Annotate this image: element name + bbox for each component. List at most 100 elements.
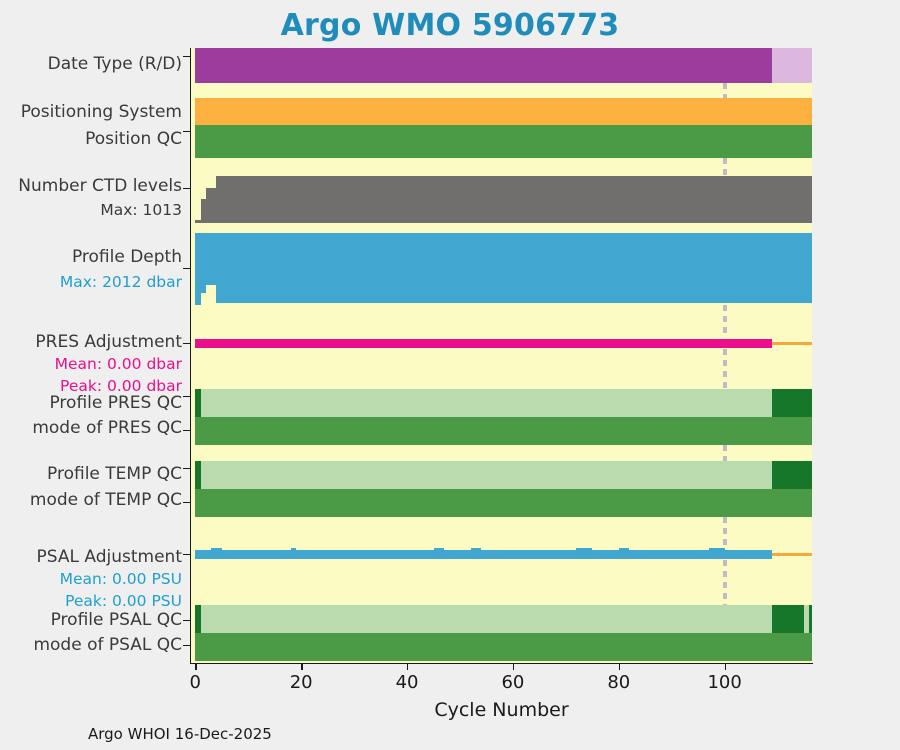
segment-a bbox=[809, 605, 812, 633]
adjustment-line bbox=[195, 549, 773, 559]
segment-1 bbox=[195, 633, 812, 661]
y-tick bbox=[183, 268, 190, 270]
track-psal-adjustment bbox=[190, 547, 812, 560]
row-label-psal-adjustment-sub1: Mean: 0.00 PSU bbox=[59, 570, 182, 588]
y-tick bbox=[183, 468, 190, 470]
bar-step bbox=[200, 199, 206, 223]
x-tick bbox=[512, 663, 515, 670]
y-tick bbox=[183, 645, 190, 647]
segment-a bbox=[195, 461, 201, 489]
y-tick bbox=[183, 502, 190, 504]
adjustment-jitter bbox=[708, 547, 725, 551]
bar-step bbox=[205, 233, 217, 285]
reference-line-cycle-100 bbox=[722, 349, 727, 389]
segment-d bbox=[772, 48, 812, 83]
track-mode-of-temp-qc bbox=[190, 489, 812, 517]
row-label-date-type: Date Type (R/D) bbox=[47, 54, 182, 74]
x-axis-line bbox=[190, 663, 813, 665]
segment-a bbox=[772, 605, 805, 633]
adjustment-line-zero bbox=[772, 552, 812, 556]
row-label-positioning-system: Positioning System bbox=[20, 102, 182, 122]
bar-step bbox=[216, 176, 812, 223]
adjustment-jitter bbox=[576, 547, 593, 551]
adjustment-jitter bbox=[470, 547, 482, 551]
reference-line-cycle-100 bbox=[722, 158, 727, 175]
track-number-ctd-levels bbox=[190, 175, 812, 223]
x-axis-label: Cycle Number bbox=[434, 699, 569, 721]
bar-step bbox=[205, 188, 217, 223]
reference-line-cycle-100 bbox=[722, 83, 727, 98]
reference-line-cycle-100 bbox=[722, 305, 727, 337]
x-tick bbox=[195, 663, 197, 670]
x-tick bbox=[407, 663, 409, 670]
y-tick bbox=[183, 343, 190, 345]
y-tick bbox=[183, 131, 190, 133]
bar-step bbox=[200, 233, 206, 294]
row-label-mode-of-psal-qc: mode of PSAL QC bbox=[33, 635, 182, 655]
track-mode-of-psal-qc bbox=[190, 633, 812, 661]
row-label-profile-depth: Profile Depth bbox=[71, 247, 182, 267]
y-tick bbox=[183, 554, 190, 556]
y-tick bbox=[183, 188, 190, 190]
segment-b bbox=[200, 461, 773, 489]
row-label-number-ctd-levels: Number CTD levels bbox=[18, 176, 182, 196]
x-tick-label: 40 bbox=[395, 672, 419, 693]
segment-a bbox=[195, 605, 201, 633]
track-profile-psal-qc bbox=[190, 605, 812, 633]
segment-r bbox=[195, 48, 773, 83]
row-label-profile-psal-qc: Profile PSAL QC bbox=[50, 610, 182, 630]
footer-credit: Argo WHOI 16-Dec-2025 bbox=[88, 725, 272, 743]
segment-b bbox=[200, 605, 773, 633]
track-profile-depth bbox=[190, 233, 812, 305]
track-profile-temp-qc bbox=[190, 461, 812, 489]
adjustment-line-zero bbox=[772, 341, 812, 345]
x-tick bbox=[618, 663, 621, 670]
segment-a bbox=[195, 389, 201, 417]
bar-step bbox=[195, 233, 201, 305]
row-label-mode-of-temp-qc: mode of TEMP QC bbox=[29, 490, 182, 510]
track-mode-of-pres-qc bbox=[190, 417, 812, 445]
segment-1 bbox=[195, 489, 812, 517]
x-tick-label: 60 bbox=[501, 672, 525, 693]
track-date-type-r-d bbox=[190, 48, 812, 83]
segment-a bbox=[772, 389, 812, 417]
y-tick bbox=[183, 620, 190, 622]
page-title: Argo WMO 5906773 bbox=[280, 8, 620, 43]
row-label-psal-adjustment-sub2: Peak: 0.00 PSU bbox=[65, 592, 182, 610]
bar-step bbox=[195, 220, 201, 223]
adjustment-jitter bbox=[211, 547, 222, 551]
adjustment-jitter bbox=[290, 547, 296, 551]
segment-b bbox=[200, 389, 773, 417]
row-label-profile-temp-qc: Profile TEMP QC bbox=[47, 464, 182, 484]
segment-a bbox=[772, 461, 812, 489]
adjustment-jitter bbox=[433, 547, 445, 551]
reference-line-cycle-100 bbox=[722, 517, 727, 548]
x-tick bbox=[301, 663, 303, 670]
segment-b bbox=[804, 605, 810, 633]
track-positioning-system bbox=[190, 98, 812, 125]
adjustment-jitter bbox=[618, 547, 630, 551]
reference-line-cycle-100 bbox=[722, 445, 727, 461]
row-label-number-ctd-levels-sub1: Max: 1013 bbox=[100, 201, 182, 219]
segment-gps bbox=[195, 98, 812, 125]
y-tick bbox=[183, 396, 190, 398]
y-tick bbox=[183, 430, 190, 432]
track-position-qc bbox=[190, 125, 812, 158]
row-label-pres-adjustment: PRES Adjustment bbox=[35, 332, 182, 352]
row-label-profile-pres-qc: Profile PRES QC bbox=[49, 393, 182, 413]
track-profile-pres-qc bbox=[190, 389, 812, 417]
x-tick-label: 80 bbox=[607, 672, 631, 693]
track-pres-adjustment bbox=[190, 337, 812, 349]
x-tick bbox=[724, 663, 727, 670]
bar-step bbox=[216, 233, 812, 303]
y-tick bbox=[183, 56, 190, 58]
x-tick-label: 100 bbox=[707, 672, 742, 693]
row-label-psal-adjustment: PSAL Adjustment bbox=[36, 547, 182, 567]
reference-line-cycle-100 bbox=[722, 560, 727, 605]
x-tick-label: 0 bbox=[189, 672, 201, 693]
row-label-mode-of-pres-qc: mode of PRES QC bbox=[32, 418, 182, 438]
x-tick-label: 20 bbox=[289, 672, 313, 693]
row-label-profile-depth-sub1: Max: 2012 dbar bbox=[59, 273, 182, 291]
adjustment-line bbox=[195, 338, 773, 348]
